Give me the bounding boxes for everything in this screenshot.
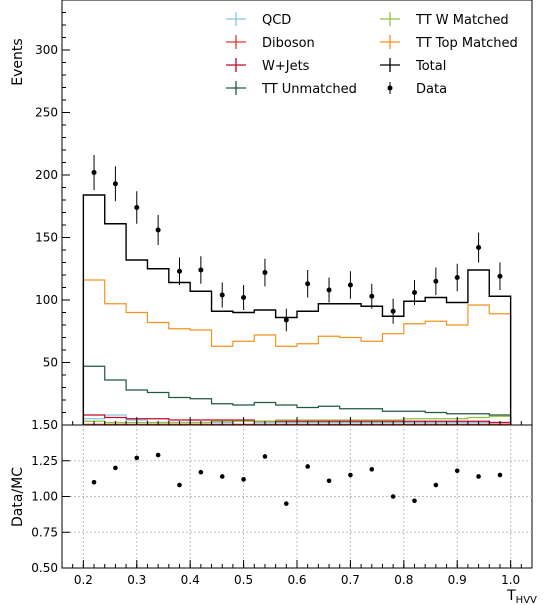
legend-label: TT W Matched (415, 13, 509, 28)
data-point (412, 290, 417, 295)
legend-label: Diboson (262, 36, 315, 51)
main-y-tick-label: 50 (43, 356, 58, 370)
ratio-point (454, 468, 460, 474)
ratio-point (134, 455, 140, 461)
ratio-point (326, 478, 332, 484)
ratio-y-axis: 0.50 0.75 1.00 1.25 1.50 (31, 418, 70, 575)
ratio-y-tick-label: 0.50 (31, 561, 58, 575)
ratio-grid (62, 425, 532, 568)
data-point (476, 245, 482, 250)
ratio-point (412, 498, 417, 504)
ratio-points (91, 452, 503, 506)
ratio-y-tick-label: 1.50 (31, 418, 58, 432)
x-tick-label: 0.4 (181, 573, 200, 587)
x-tick-label: 0.8 (394, 573, 413, 587)
legend-item: Data (387, 82, 447, 97)
ratio-point (241, 477, 246, 482)
data-point (241, 295, 247, 300)
x-tick-label: 0.6 (287, 573, 306, 587)
main-y-tick-label: 200 (35, 168, 58, 182)
ratio-point (91, 479, 97, 485)
legend-item: QCD (226, 12, 291, 28)
data-point (347, 282, 353, 288)
legend-item: W+Jets (226, 58, 310, 74)
x-tick-label: 0.9 (448, 573, 467, 587)
x-tick-label: 0.5 (234, 573, 253, 587)
ratio-y-tick-label: 1.00 (31, 490, 58, 504)
data-point (177, 268, 182, 274)
data-point (326, 287, 332, 293)
data-point (134, 205, 140, 210)
data-point (305, 281, 311, 287)
legend-label: QCD (262, 13, 291, 28)
legend-item: Total (380, 58, 446, 74)
ratio-y-tick-label: 0.75 (31, 525, 58, 539)
x-tick-label: 0.7 (341, 573, 360, 587)
ratio-point (113, 465, 118, 471)
ratio-point (476, 474, 481, 479)
ratio-point (369, 467, 375, 472)
legend-label: Data (416, 82, 447, 97)
series-total (82, 194, 512, 425)
series-tt-unmatched (82, 365, 512, 425)
main-series (82, 155, 512, 425)
data-point (497, 273, 503, 279)
main-y-tick-label: 250 (35, 106, 58, 120)
ratio-point (390, 494, 396, 499)
data-point (91, 170, 97, 175)
x-tick-label: 1.0 (501, 573, 520, 587)
legend-marker (387, 85, 393, 91)
ratio-point (155, 452, 161, 458)
legend-label: Total (415, 59, 446, 74)
legend-item: TT Top Matched (380, 35, 518, 51)
ratio-point (262, 454, 268, 459)
ratio-point (219, 474, 225, 479)
ratio-y-tick-label: 1.25 (31, 454, 58, 468)
main-y-tick-label: 100 (35, 293, 58, 307)
data-point (112, 181, 118, 187)
legend-item: Diboson (226, 35, 315, 51)
legend-label: W+Jets (262, 59, 310, 74)
data-point (262, 270, 268, 275)
ratio-point (198, 469, 204, 475)
main-y-tick-label: 150 (35, 231, 58, 245)
data-point (369, 293, 375, 299)
x-axis: 0.2 0.3 0.4 0.5 0.6 0.7 0.8 0.9 1.0 (72, 417, 522, 587)
x-tick-label: 0.3 (127, 573, 146, 587)
legend-label: TT Top Matched (415, 36, 518, 51)
ratio-point (284, 501, 289, 506)
x-axis-label: THVV (506, 588, 537, 605)
ratio-point (497, 472, 503, 478)
ratio-point (433, 482, 439, 488)
data-point (433, 278, 439, 284)
legend-item: TT W Matched (380, 12, 509, 28)
data-point (198, 267, 204, 273)
data-point (390, 308, 396, 314)
ratio-point (348, 472, 353, 478)
ratio-y-axis-label: Data/MC (10, 467, 26, 527)
main-y-axis: 50 100 150 200 250 300 (35, 12, 70, 413)
data-point (454, 275, 460, 280)
legend: QCD Diboson W+Jets TT Unmatched TT W Matched… (226, 12, 518, 97)
series-tt-top-matched (82, 279, 512, 425)
ratio-point (305, 464, 310, 469)
data-point (283, 317, 289, 323)
legend-item: TT Unmatched (226, 81, 357, 97)
data-point (155, 227, 161, 233)
ratio-plot: 0.500.751.001.251.50 0.2 0.3 0.4 0.5 0.6 0.7 0… (10, 417, 537, 605)
legend-label: TT Unmatched (261, 82, 357, 97)
x-tick-label: 0.2 (74, 573, 93, 587)
main-y-tick-label: 300 (35, 43, 58, 57)
main-y-axis-label: Events (10, 38, 26, 85)
data-point (219, 292, 225, 298)
ratio-point (177, 482, 182, 488)
